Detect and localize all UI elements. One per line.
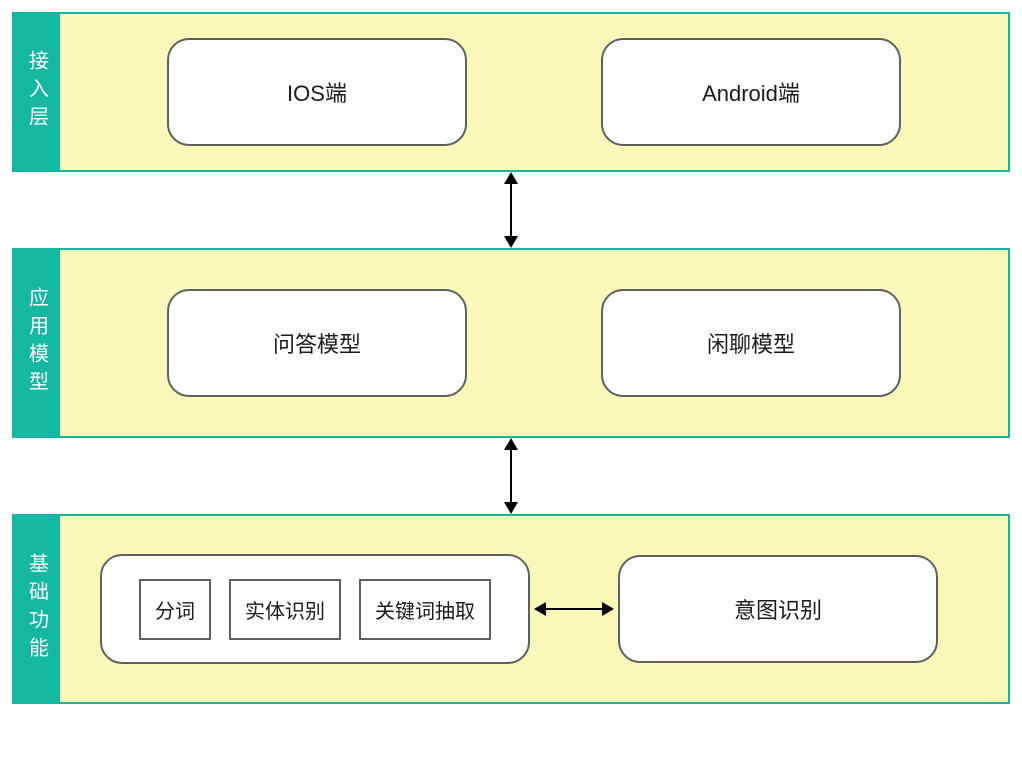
- layer-model-body: 问答模型 闲聊模型: [60, 250, 1008, 436]
- box-seg-label: 分词: [155, 595, 195, 624]
- layer-access-body: IOS端 Android端: [60, 14, 1008, 170]
- box-seg: 分词: [139, 579, 211, 640]
- layer-base-body: 分词 实体识别 关键词抽取 意图识别: [60, 516, 1008, 702]
- box-chat-label: 闲聊模型: [707, 327, 795, 359]
- box-kw-label: 关键词抽取: [375, 595, 475, 624]
- layer-base-label-text: 基础功能: [23, 553, 52, 665]
- box-android-label: Android端: [702, 76, 800, 108]
- box-qa-label: 问答模型: [273, 327, 361, 359]
- box-intent: 意图识别: [618, 555, 938, 663]
- layer-model-label-text: 应用模型: [23, 287, 52, 399]
- arrow-vertical-icon: [510, 448, 512, 504]
- connector-access-model: [12, 172, 1010, 248]
- box-ner: 实体识别: [229, 579, 341, 640]
- box-ner-label: 实体识别: [245, 595, 325, 624]
- layer-access-label: 接入层: [14, 14, 60, 170]
- layer-model-label: 应用模型: [14, 250, 60, 436]
- layer-base: 基础功能 分词 实体识别 关键词抽取 意图识别: [12, 514, 1010, 704]
- layer-access-label-text: 接入层: [23, 50, 52, 134]
- connector-model-base: [12, 438, 1010, 514]
- arrow-horizontal-icon: [544, 608, 604, 610]
- layer-base-label: 基础功能: [14, 516, 60, 702]
- box-ios-label: IOS端: [287, 76, 347, 108]
- layer-access: 接入层 IOS端 Android端: [12, 12, 1010, 172]
- box-nlp-group: 分词 实体识别 关键词抽取: [100, 554, 530, 664]
- box-ios: IOS端: [167, 38, 467, 146]
- box-intent-label: 意图识别: [734, 593, 822, 625]
- box-chat: 闲聊模型: [601, 289, 901, 397]
- box-kw: 关键词抽取: [359, 579, 491, 640]
- layer-model: 应用模型 问答模型 闲聊模型: [12, 248, 1010, 438]
- arrow-vertical-icon: [510, 182, 512, 238]
- box-android: Android端: [601, 38, 901, 146]
- box-qa: 问答模型: [167, 289, 467, 397]
